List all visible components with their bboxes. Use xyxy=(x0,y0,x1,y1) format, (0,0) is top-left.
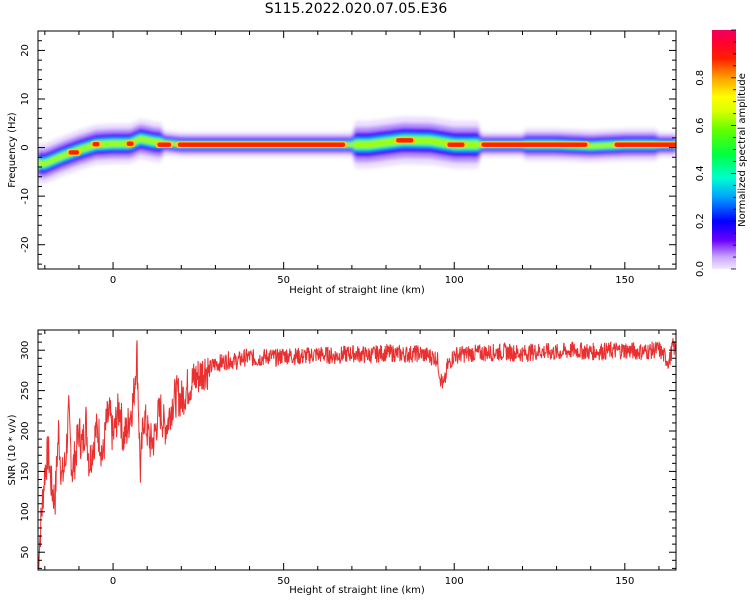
snr-y-tick-label: 250 xyxy=(20,381,31,400)
spectral-peak-7 xyxy=(481,142,588,147)
colorbar-gradient xyxy=(712,30,736,269)
colorbar-tick-label: 0.6 xyxy=(695,118,706,134)
spectrogram-frame xyxy=(37,30,677,270)
snr-plot-area xyxy=(38,330,676,570)
colorbar-tick-label: 0.0 xyxy=(695,261,706,277)
spectrogram-x-tick-label: 100 xyxy=(445,275,464,286)
spectral-peak-8 xyxy=(614,142,676,147)
spectrogram-y-tick-label: -20 xyxy=(20,237,31,253)
spectrogram-x-axis-label: Height of straight line (km) xyxy=(289,285,425,296)
snr-y-tick-label: 200 xyxy=(20,421,31,440)
spectral-peak-3 xyxy=(157,142,172,147)
spectrogram-x-tick-label: 150 xyxy=(615,275,634,286)
snr-panel: 0 50 100 150 50 100 150 200 250 300 Height of str… xyxy=(7,329,677,596)
spectral-peak-1 xyxy=(92,141,100,147)
snr-x-tick-label: 100 xyxy=(445,576,464,587)
spectrogram-y-tick-label: -10 xyxy=(20,188,31,204)
snr-y-axis-label: SNR (10 * v/v) xyxy=(7,414,18,485)
snr-x-tick-label: 0 xyxy=(110,576,116,587)
snr-y-tick-label: 150 xyxy=(20,462,31,481)
snr-y-tick-label: 100 xyxy=(20,502,31,521)
spectral-peak-0 xyxy=(68,150,79,155)
snr-x-tick-label: 150 xyxy=(615,576,634,587)
colorbar-tick-label: 0.4 xyxy=(695,165,706,181)
snr-series-line xyxy=(38,337,676,569)
colorbar-label: Normalized spectral amplitude xyxy=(737,73,748,227)
chart-title: S115.2022.020.07.05.E36 xyxy=(264,1,448,17)
spectrogram-y-tick-label: 0 xyxy=(20,144,31,150)
colorbar-tick-label: 0.2 xyxy=(695,213,706,229)
spectrogram-y-tick-label: 10 xyxy=(20,93,31,106)
spectral-peak-2 xyxy=(126,141,134,146)
snr-y-tick-label: 50 xyxy=(20,546,31,559)
colorbar-tick-label: 0.8 xyxy=(695,70,706,86)
colorbar-ticks: 0.0 0.2 0.4 0.6 0.8 xyxy=(695,29,736,277)
spectrogram-x-tick-label: 50 xyxy=(277,275,290,286)
spectral-peak-5 xyxy=(396,138,414,143)
spectrogram-y-axis-label: Frequency (Hz) xyxy=(7,112,18,188)
snr-y-tick-label: 300 xyxy=(20,341,31,360)
spectrogram-y-tick-label: 20 xyxy=(20,44,31,57)
snr-frame xyxy=(37,329,677,571)
snr-ticks: 0 50 100 150 50 100 150 200 250 300 xyxy=(20,330,676,587)
spectrogram-x-tick-label: 0 xyxy=(110,275,116,286)
snr-x-tick-label: 50 xyxy=(277,576,290,587)
spectral-peak-6 xyxy=(447,142,465,147)
spectral-peak-4 xyxy=(177,142,346,147)
snr-x-axis-label: Height of straight line (km) xyxy=(289,585,425,596)
spectrogram-image xyxy=(38,116,676,184)
colorbar: 0.0 0.2 0.4 0.6 0.8 Normalized spectral ampl… xyxy=(695,29,748,277)
